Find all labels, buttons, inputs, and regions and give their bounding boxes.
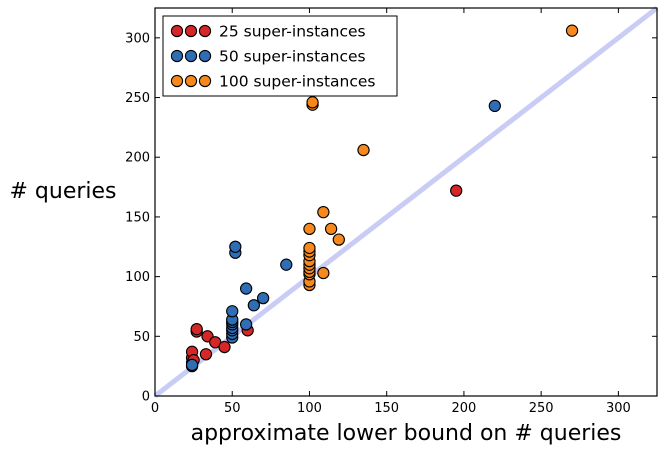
data-point (306, 96, 319, 109)
plot-frame (154, 7, 658, 397)
data-point (565, 24, 579, 37)
data-point (332, 233, 345, 246)
data-point (247, 299, 261, 312)
legend-marker (184, 49, 198, 63)
data-point (324, 222, 338, 236)
y-tick-label: 100 (125, 270, 150, 285)
data-point (229, 240, 242, 253)
axes-layer (154, 7, 658, 397)
legend-marker (170, 49, 184, 63)
data-point (317, 266, 330, 280)
legend-marker (198, 49, 212, 63)
legend-marker (170, 24, 184, 38)
data-point (190, 322, 203, 336)
ticks-layer: 0 50 100 150 200 250 300 0 50 100 150 200 250 300 (125, 8, 657, 416)
x-tick-label: 250 (529, 401, 554, 416)
legend-marker (198, 24, 212, 38)
data-point (256, 291, 270, 305)
data-point (239, 318, 253, 331)
y-tick-label: 200 (125, 151, 150, 166)
x-tick-label: 100 (297, 401, 322, 416)
points-layer (185, 24, 579, 373)
legend-marker (170, 74, 184, 88)
x-tick-label: 200 (452, 401, 477, 416)
legend-marker (184, 74, 198, 88)
x-tick-label: 300 (606, 401, 631, 416)
series-3 (303, 24, 579, 292)
reference-line-layer (153, 6, 659, 398)
y-tick-label: 50 (133, 330, 150, 345)
legend-entry-3: 100 super-instances (170, 73, 376, 91)
y-tick-label: 150 (125, 210, 150, 225)
data-point (303, 241, 316, 255)
legend-entry-1: 25 super-instances (170, 23, 366, 41)
data-point (450, 184, 463, 197)
data-point (239, 282, 253, 295)
data-point (199, 348, 213, 361)
legend-label: 100 super-instances (219, 73, 376, 91)
reference-line (153, 6, 659, 398)
series-2 (185, 99, 501, 372)
data-point (226, 305, 239, 318)
legend-entry-2: 50 super-instances (170, 48, 366, 66)
x-tick-label: 0 (151, 401, 159, 416)
data-point (488, 99, 501, 113)
y-tick-label: 0 (142, 390, 150, 405)
x-tick-label: 150 (374, 401, 399, 416)
y-tick-label: 300 (125, 31, 150, 46)
data-point (218, 340, 231, 354)
legend-label: 25 super-instances (219, 23, 366, 41)
y-tick-label: 250 (125, 91, 150, 106)
legend-label: 50 super-instances (219, 48, 366, 66)
data-point (303, 222, 316, 236)
x-tick-label: 50 (224, 401, 241, 416)
data-point (317, 205, 330, 219)
legend-marker (198, 74, 212, 88)
x-axis-label: approximate lower bound on # queries (191, 421, 622, 446)
legend: 25 super-instances 50 super-instances 100 … (162, 15, 398, 97)
y-axis-label: # queries (9, 179, 116, 204)
data-point (357, 143, 370, 157)
data-point (185, 358, 199, 372)
data-point (280, 258, 293, 271)
legend-marker (184, 24, 198, 38)
